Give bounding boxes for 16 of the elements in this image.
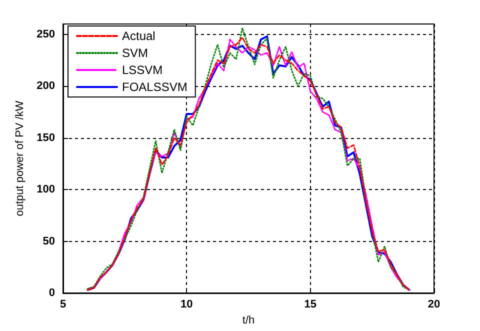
y-tick-label: 250 — [36, 28, 55, 40]
x-axis-title: t/h — [242, 314, 255, 326]
y-tick-label: 200 — [36, 80, 55, 92]
legend-label: LSSVM — [122, 63, 163, 77]
x-tick-label: 10 — [180, 298, 193, 310]
y-tick-label: 0 — [48, 287, 55, 299]
legend-label: Actual — [122, 29, 156, 43]
x-tick-label: 5 — [60, 298, 66, 310]
legend-label: FOALSSVM — [122, 80, 188, 94]
y-tick-label: 50 — [42, 235, 55, 248]
y-tick-label: 150 — [36, 132, 55, 144]
y-axis-title: output power of PV /kW — [14, 100, 26, 216]
x-tick-label: 20 — [428, 298, 440, 310]
x-tick-label: 15 — [304, 298, 316, 310]
legend-label: SVM — [122, 46, 148, 60]
y-tick-label: 100 — [36, 184, 55, 196]
